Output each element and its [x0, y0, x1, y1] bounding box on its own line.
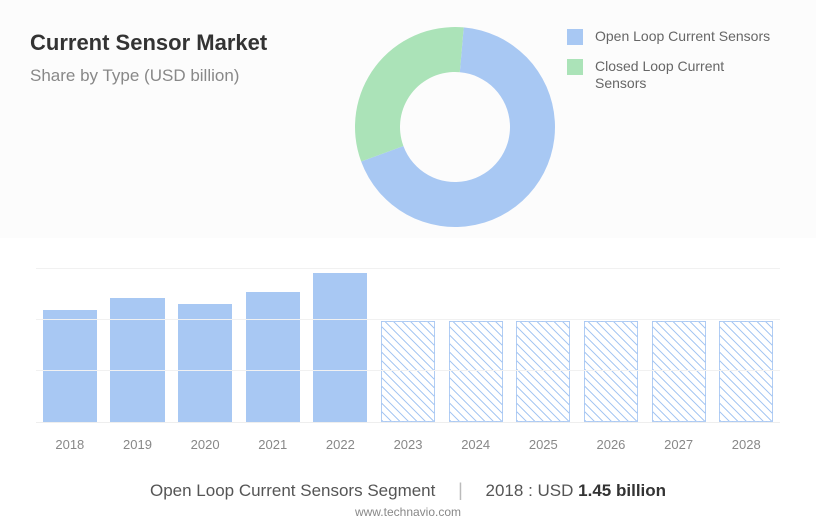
x-axis-label: 2019: [104, 437, 172, 452]
bar: [313, 273, 367, 422]
bar-slot: [104, 268, 172, 422]
footer-year: 2018: [486, 481, 524, 500]
x-axis-label: 2028: [712, 437, 780, 452]
bar: [381, 321, 435, 422]
bar: [449, 321, 503, 422]
legend-item: Closed Loop Current Sensors: [567, 58, 807, 93]
x-axis-label: 2020: [171, 437, 239, 452]
footer: Open Loop Current Sensors Segment | 2018…: [0, 480, 816, 519]
x-axis-label: 2025: [509, 437, 577, 452]
grid-line: [36, 319, 780, 320]
x-axis-label: 2023: [374, 437, 442, 452]
bar-slot: [171, 268, 239, 422]
bar-slot: [239, 268, 307, 422]
bar: [246, 292, 300, 422]
x-axis-label: 2022: [307, 437, 375, 452]
bar: [110, 298, 164, 422]
donut-chart: [350, 22, 560, 232]
legend: Open Loop Current Sensors Closed Loop Cur…: [567, 28, 807, 105]
x-axis-label: 2018: [36, 437, 104, 452]
grid-line: [36, 268, 780, 269]
donut-slice: [355, 27, 464, 162]
bar-chart: 2018201920202021202220232024202520262027…: [36, 268, 780, 458]
bar: [719, 321, 773, 422]
legend-swatch: [567, 59, 583, 75]
bar: [584, 321, 638, 422]
bar: [652, 321, 706, 422]
donut-svg: [350, 22, 560, 232]
x-axis-label: 2024: [442, 437, 510, 452]
chart-subtitle: Share by Type (USD billion): [30, 66, 267, 86]
footer-currency: USD: [538, 481, 574, 500]
footer-separator: |: [458, 480, 463, 501]
legend-item: Open Loop Current Sensors: [567, 28, 807, 46]
footer-value: 1.45 billion: [578, 481, 666, 500]
top-section: Current Sensor Market Share by Type (USD…: [0, 0, 816, 238]
bar-plot-area: [36, 268, 780, 423]
bar-slot: [374, 268, 442, 422]
bar-slot: [36, 268, 104, 422]
bar-slot: [509, 268, 577, 422]
bar: [178, 304, 232, 422]
bar-slot: [577, 268, 645, 422]
footer-main-line: Open Loop Current Sensors Segment | 2018…: [0, 480, 816, 501]
legend-label: Closed Loop Current Sensors: [595, 58, 775, 93]
title-block: Current Sensor Market Share by Type (USD…: [30, 30, 267, 86]
bar: [43, 310, 97, 422]
grid-line: [36, 370, 780, 371]
legend-swatch: [567, 29, 583, 45]
bar-slot: [712, 268, 780, 422]
footer-url: www.technavio.com: [0, 505, 816, 519]
x-axis-label: 2021: [239, 437, 307, 452]
bar-slot: [645, 268, 713, 422]
legend-label: Open Loop Current Sensors: [595, 28, 770, 46]
bars-row: [36, 268, 780, 422]
chart-title: Current Sensor Market: [30, 30, 267, 56]
x-axis-label: 2026: [577, 437, 645, 452]
x-axis-label: 2027: [645, 437, 713, 452]
x-axis-labels: 2018201920202021202220232024202520262027…: [36, 437, 780, 452]
chart-canvas: Current Sensor Market Share by Type (USD…: [0, 0, 816, 528]
bar-slot: [307, 268, 375, 422]
bar-slot: [442, 268, 510, 422]
footer-segment-label: Open Loop Current Sensors Segment: [150, 481, 435, 500]
bar: [516, 321, 570, 422]
